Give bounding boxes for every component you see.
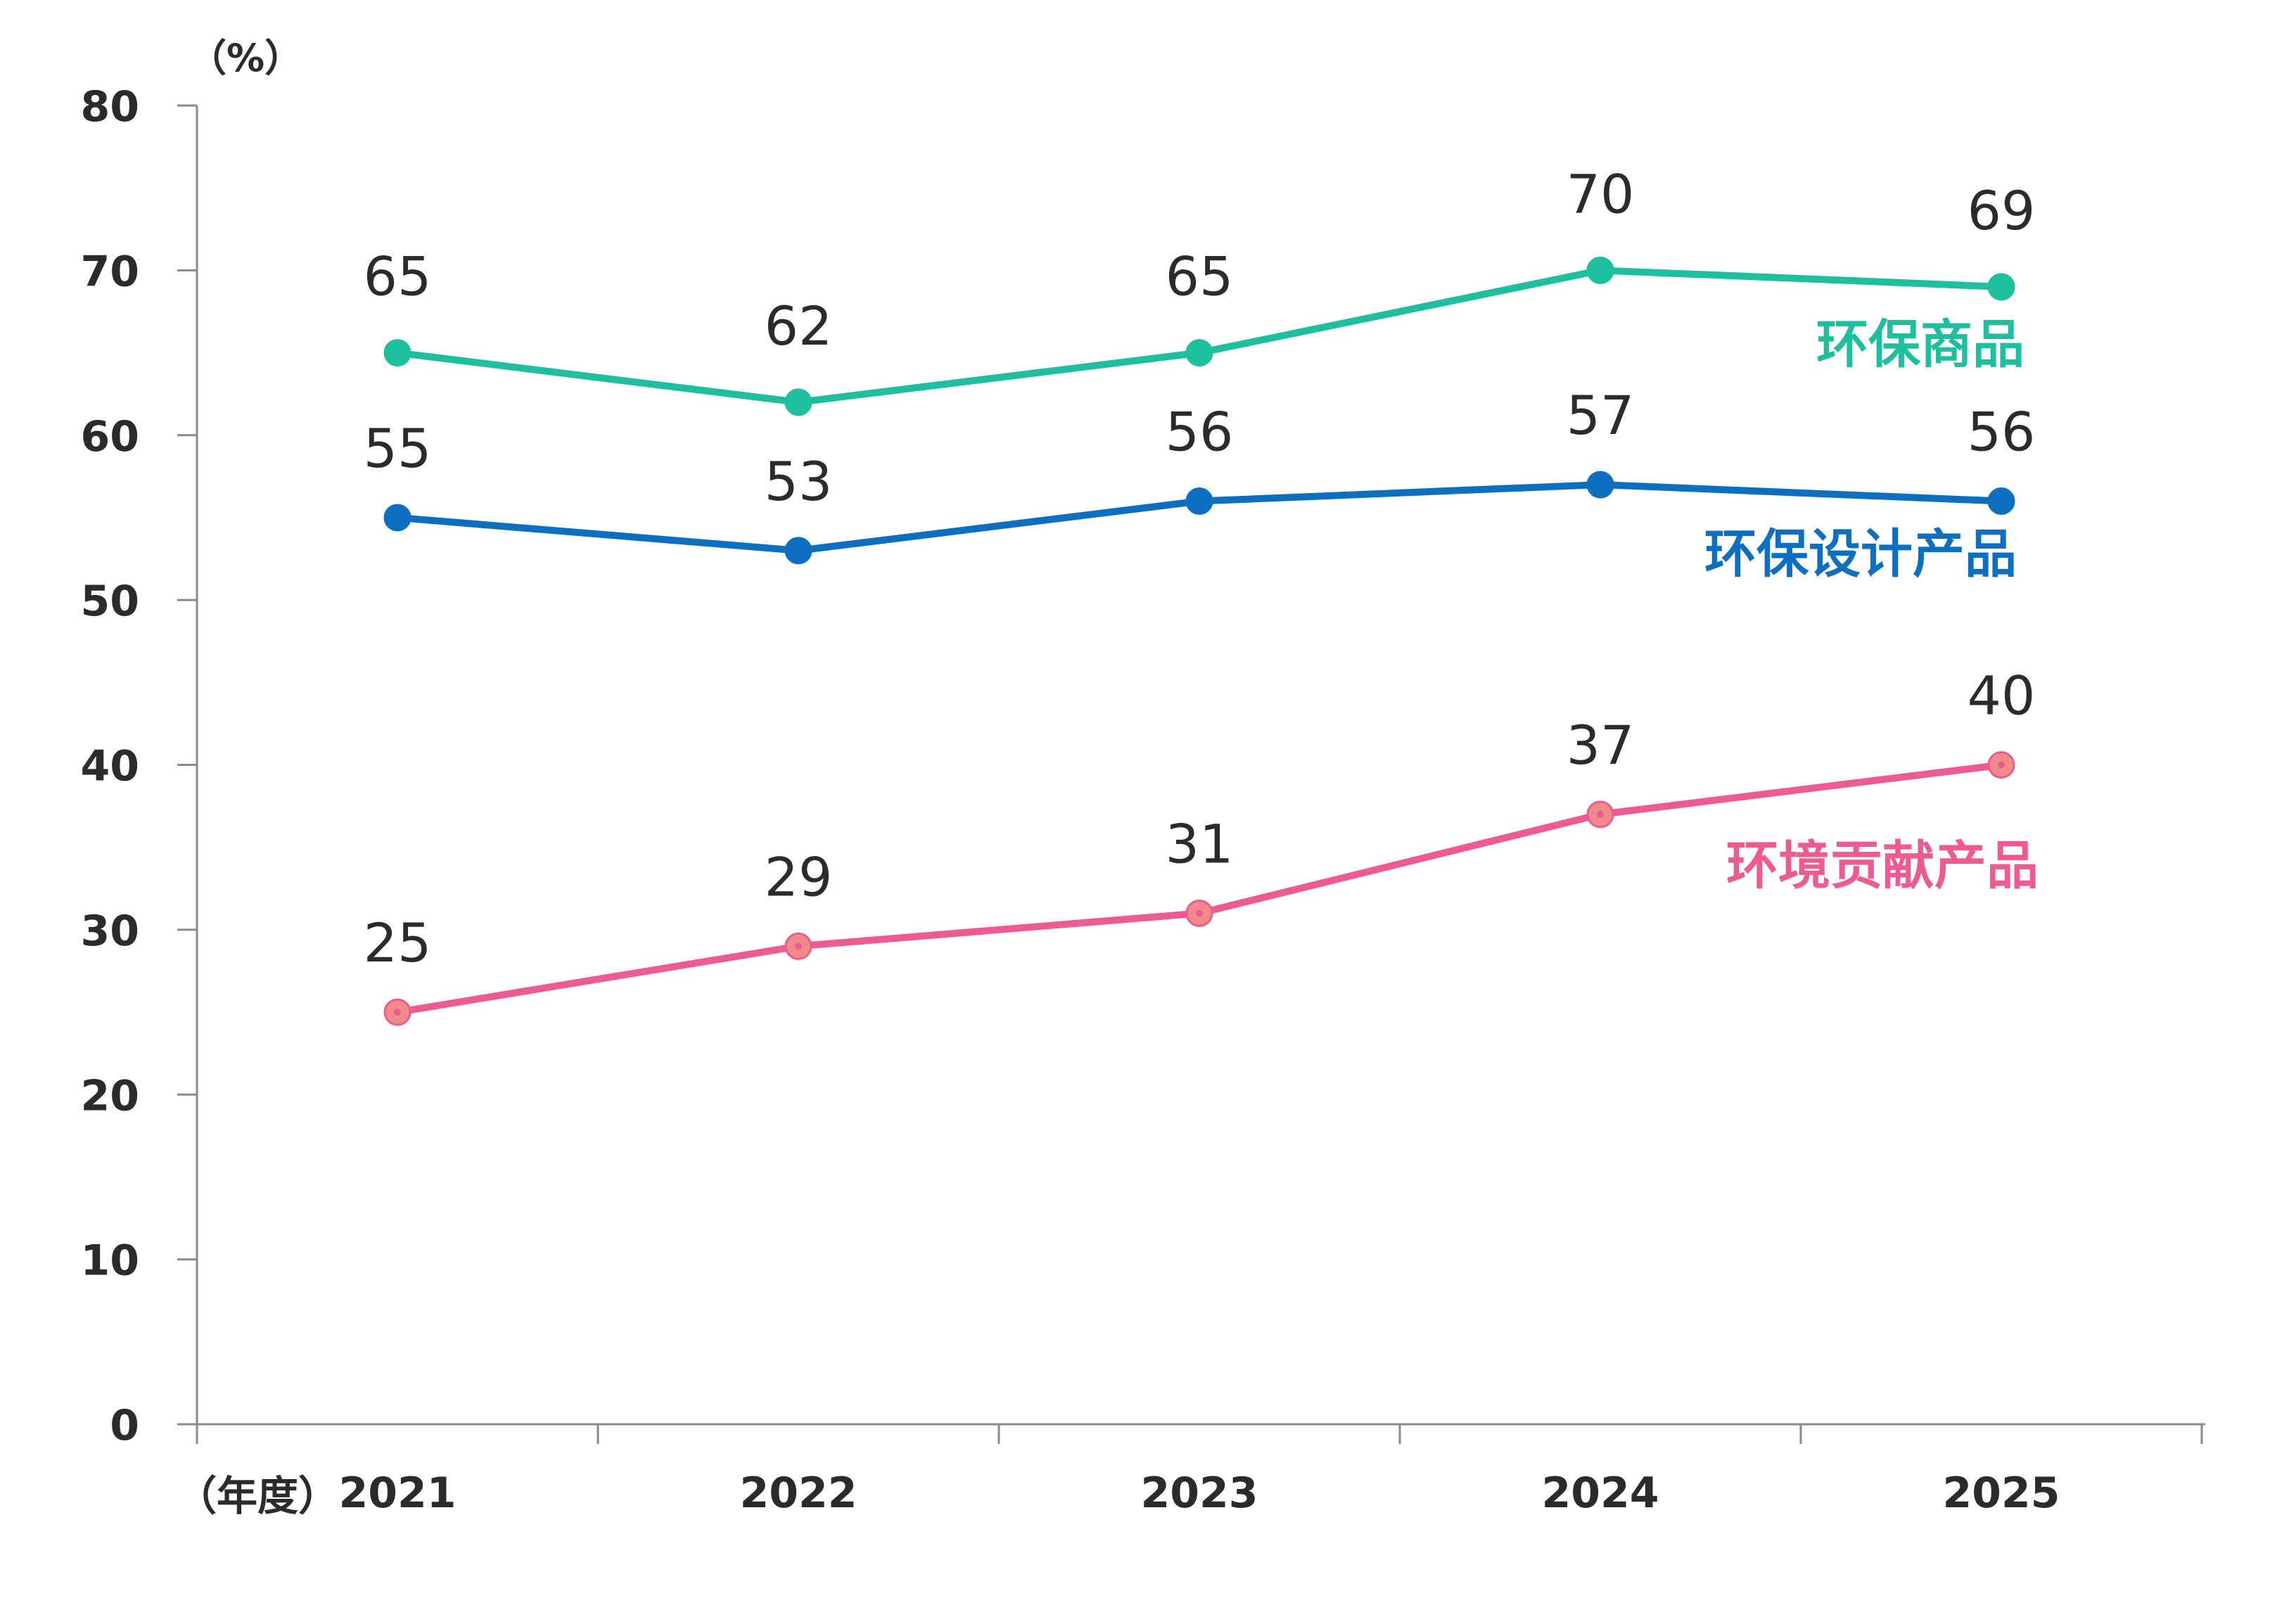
y-axis-tick-label: 80 (81, 82, 140, 132)
data-label: 29 (765, 845, 833, 908)
series-point-center (795, 942, 802, 950)
y-axis-tick-label: 20 (81, 1071, 140, 1120)
data-label: 65 (364, 245, 432, 308)
series-point-center (394, 1009, 401, 1016)
axis-layer: 0 10 20 30 40 50 60 70 80 2021 2022 2023 2024 2025 （%）… (81, 36, 2205, 1520)
y-axis-tick-label: 10 (81, 1236, 140, 1286)
data-label: 57 (1567, 384, 1635, 447)
series-name-label: 环保设计产品 (1704, 524, 2017, 584)
data-label: 56 (1967, 401, 2036, 463)
x-axis-tick-label: 2022 (740, 1469, 857, 1518)
series-point (383, 339, 412, 367)
series-point-center (1196, 909, 1203, 917)
series-point (1987, 273, 2015, 301)
x-axis-tick-label: 2024 (1542, 1469, 1659, 1518)
series-point (1185, 487, 1213, 515)
data-label: 53 (765, 450, 833, 513)
data-label: 70 (1567, 162, 1635, 225)
y-axis-tick-label: 70 (81, 247, 140, 296)
y-axis-unit-label: （%） (189, 36, 302, 80)
x-axis-unit-label: （年度） (176, 1472, 339, 1520)
series-point (1185, 339, 1213, 367)
data-label: 55 (364, 417, 432, 480)
data-label: 56 (1166, 401, 1234, 463)
data-label: 31 (1166, 812, 1234, 875)
data-label: 65 (1166, 245, 1234, 308)
series-point (1586, 471, 1614, 499)
series-name-label: 环境贡献产品 (1726, 836, 2039, 896)
data-label: 69 (1967, 179, 2036, 242)
y-axis-tick-label: 30 (81, 907, 140, 956)
y-axis-tick-label: 60 (81, 412, 140, 461)
series-layer (383, 256, 2015, 1026)
series-name-label: 环保商品 (1816, 314, 2024, 375)
series-point-center (1998, 761, 2005, 769)
data-label: 40 (1967, 665, 2036, 727)
y-axis-tick-label: 0 (110, 1401, 139, 1450)
y-axis-tick-label: 50 (81, 577, 140, 626)
label-layer: 65 62 65 70 69 环保商品 55 53 56 57 56 环保设计产品 25 29 31 37 40… (364, 162, 2039, 974)
x-axis-tick-label: 2025 (1943, 1469, 2060, 1518)
series-point (784, 537, 812, 565)
series-point-center (1597, 810, 1604, 818)
data-label: 62 (765, 295, 833, 357)
series-point (784, 388, 812, 416)
data-label: 25 (364, 912, 432, 974)
data-label: 37 (1567, 714, 1635, 776)
series-point (383, 504, 412, 532)
y-axis-tick-label: 40 (81, 742, 140, 791)
x-axis-tick-label: 2023 (1141, 1469, 1258, 1518)
series-point (1987, 487, 2015, 515)
x-axis-tick-label: 2021 (339, 1469, 457, 1518)
series-point (1586, 256, 1614, 284)
